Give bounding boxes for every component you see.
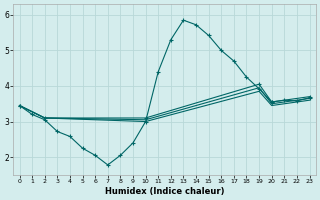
X-axis label: Humidex (Indice chaleur): Humidex (Indice chaleur) xyxy=(105,187,224,196)
